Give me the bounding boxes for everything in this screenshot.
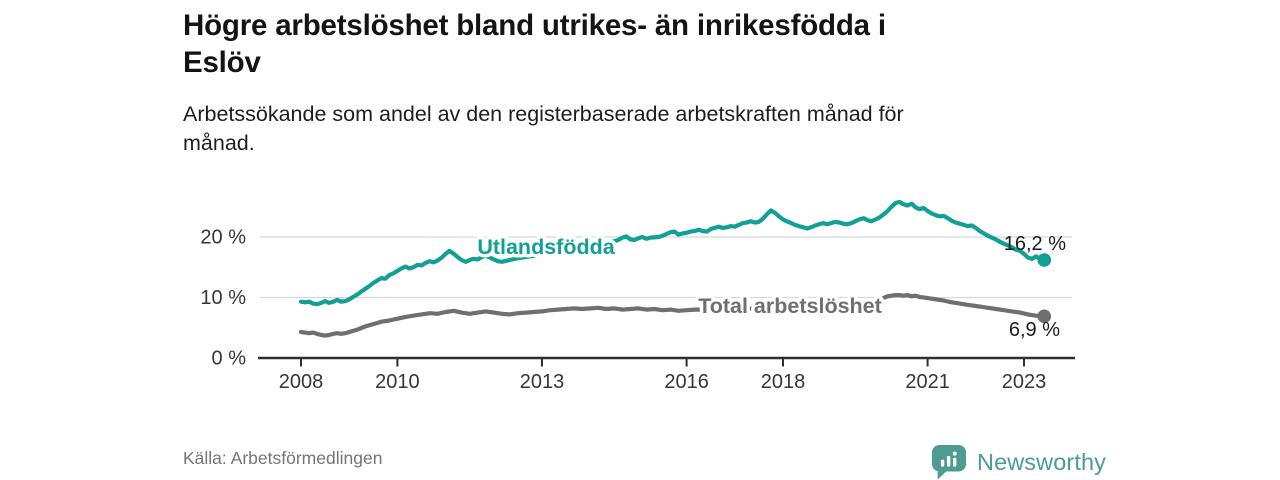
series-line-total-arbetsloshet <box>298 292 1047 338</box>
series-label-total-arbetsloshet: Total arbetslöshet <box>698 294 882 318</box>
series-line-utlandsfodda <box>298 199 1047 307</box>
x-tick-label-2021: 2021 <box>905 371 950 393</box>
end-value-label-utlandsfodda: 16,2 % <box>1004 233 1066 255</box>
series-end-dot-utlandsfodda <box>1037 253 1052 267</box>
chart-subtitle: Arbetssökande som andel av den registerb… <box>183 100 1103 158</box>
brand-name: Newsworthy <box>977 448 1106 475</box>
series-end-dot-total-arbetsloshet <box>1037 309 1052 324</box>
source-text: Källa: Arbetsförmedlingen <box>183 448 383 468</box>
x-tick-label-2018: 2018 <box>761 371 806 393</box>
series-label-utlandsfodda: Utlandsfödda <box>477 235 615 259</box>
x-tick-label-2023: 2023 <box>1002 371 1047 393</box>
page-title-line2: Eslöv <box>183 45 261 79</box>
end-value-label-total-arbetsloshet: 6,9 % <box>1009 319 1060 341</box>
y-tick-label-0: 0 % <box>212 348 247 370</box>
unemployment-line-chart: 2008 2010 2013 2016 2018 2021 2023 20 % 10 % 0 % U… <box>200 199 1075 393</box>
bar-chart-glyph <box>940 451 957 467</box>
brand-logo: Newsworthy <box>930 444 1106 480</box>
chart-subtitle-line2: månad. <box>183 131 255 156</box>
y-tick-label-20: 20 % <box>200 227 246 249</box>
x-tick-label-2016: 2016 <box>664 371 709 393</box>
x-tick-label-2010: 2010 <box>375 371 420 393</box>
y-tick-label-10: 10 % <box>200 287 246 309</box>
page-title-line1: Högre arbetslöshet bland utrikes- än inr… <box>183 9 886 42</box>
x-tick-label-2008: 2008 <box>279 371 324 393</box>
newsworthy-icon <box>931 444 967 480</box>
page-title: Högre arbetslöshet bland utrikes- än inr… <box>183 8 1103 81</box>
chart-subtitle-line1: Arbetssökande som andel av den registerb… <box>183 102 904 127</box>
header: Högre arbetslöshet bland utrikes- än inr… <box>183 8 1103 158</box>
chart: 2008 2010 2013 2016 2018 2021 2023 20 % 10 % 0 % U… <box>180 175 1180 410</box>
x-tick-label-2013: 2013 <box>520 371 565 393</box>
